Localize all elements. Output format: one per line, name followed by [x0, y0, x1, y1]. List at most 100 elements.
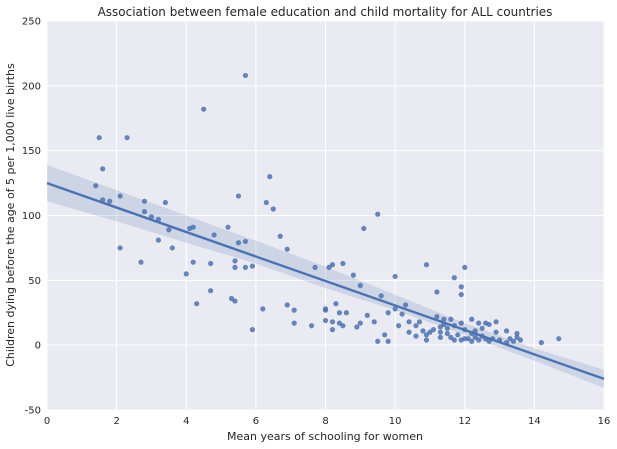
scatter-point	[340, 323, 346, 329]
scatter-point	[284, 246, 290, 252]
y-axis-label: Children dying before the age of 5 per 1…	[4, 63, 17, 367]
scatter-point	[434, 289, 440, 295]
data-points	[93, 72, 562, 346]
scatter-point	[260, 306, 266, 312]
scatter-point	[232, 264, 238, 270]
scatter-point	[141, 198, 148, 204]
scatter-point	[166, 227, 172, 233]
x-tick-label: 2	[113, 416, 119, 427]
scatter-point	[322, 317, 329, 324]
scatter-point	[242, 72, 249, 79]
scatter-point	[375, 211, 381, 217]
scatter-point	[444, 330, 450, 337]
scatter-point	[107, 198, 113, 204]
x-tick-label: 14	[528, 416, 541, 427]
scatter-point	[538, 339, 544, 346]
scatter-point	[354, 324, 360, 330]
scatter-point	[402, 302, 409, 308]
scatter-point	[451, 275, 457, 281]
y-tick-label: 0	[35, 341, 41, 352]
scatter-point	[493, 319, 499, 325]
regression-line-layer	[46, 181, 605, 381]
scatter-point	[267, 174, 273, 180]
scatter-point	[514, 330, 520, 337]
scatter-point	[476, 320, 482, 326]
scatter-point	[437, 329, 443, 335]
scatter-point	[194, 301, 200, 307]
scatter-point	[242, 264, 249, 270]
scatter-point	[385, 310, 391, 316]
scatter-point	[117, 245, 123, 251]
y-tick-label: 50	[28, 276, 41, 287]
scatter-point	[396, 323, 402, 329]
scatter-point	[413, 323, 419, 329]
scatter-point	[458, 320, 464, 326]
scatter-point	[124, 135, 130, 141]
scatter-point	[190, 259, 196, 265]
scatter-point	[517, 337, 524, 343]
scatter-point	[399, 311, 405, 317]
x-tick-label: 16	[598, 416, 611, 427]
scatter-point	[510, 338, 517, 344]
scatter-point	[455, 332, 461, 338]
scatter-point	[183, 271, 189, 277]
scatter-point	[448, 316, 454, 322]
scatter-point	[371, 319, 377, 325]
x-tick-label: 6	[253, 416, 259, 427]
scatter-point	[277, 233, 283, 239]
scatter-point	[249, 327, 255, 333]
scatter-point	[423, 337, 430, 343]
scatter-point	[375, 338, 381, 344]
x-tick-label: 12	[458, 416, 471, 427]
scatter-point	[385, 338, 391, 344]
scatter-point	[235, 240, 242, 246]
scatter-point	[96, 135, 102, 141]
scatter-point	[312, 264, 318, 270]
scatter-point	[284, 302, 290, 308]
x-tick-label: 4	[183, 416, 189, 427]
scatter-point	[469, 316, 475, 322]
y-tick-label: -50	[25, 406, 41, 417]
scatter-point	[322, 306, 329, 312]
scatter-point	[437, 334, 443, 340]
scatter-point	[211, 232, 217, 238]
scatter-point	[392, 273, 398, 280]
scatter-point	[413, 333, 419, 339]
chart-title: Association between female education and…	[98, 5, 553, 19]
x-tick-label: 8	[322, 416, 328, 427]
scatter-point	[357, 282, 363, 289]
scatter-point	[208, 260, 214, 267]
scatter-point	[141, 209, 148, 215]
scatter-point	[458, 291, 464, 298]
scatter-point	[350, 272, 356, 278]
scatter-point	[343, 310, 349, 316]
y-tick-label: 100	[22, 211, 41, 222]
scatter-point	[201, 106, 207, 112]
scatter-point	[308, 323, 315, 329]
scatter-point	[169, 245, 175, 251]
scatter-point	[232, 298, 238, 304]
scatter-point	[441, 316, 447, 322]
scatter-point	[232, 258, 238, 264]
scatter-point	[493, 329, 499, 335]
scatter-point	[416, 319, 423, 325]
scatter-point	[162, 199, 168, 206]
x-tick-label: 10	[389, 416, 402, 427]
scatter-point	[420, 328, 426, 334]
scatter-point	[486, 321, 492, 328]
scatter-point	[291, 307, 297, 313]
scatter-point	[430, 327, 437, 333]
x-tick-label: 0	[44, 416, 50, 427]
x-axis-label: Mean years of schooling for women	[227, 430, 423, 443]
scatter-point	[329, 327, 336, 333]
scatter-point	[333, 301, 339, 307]
scatter-point	[382, 332, 388, 338]
scatter-point	[469, 338, 475, 344]
scatter-point	[93, 183, 99, 189]
scatter-point	[100, 166, 106, 172]
scatter-point	[406, 329, 412, 335]
scatter-point	[444, 325, 450, 331]
